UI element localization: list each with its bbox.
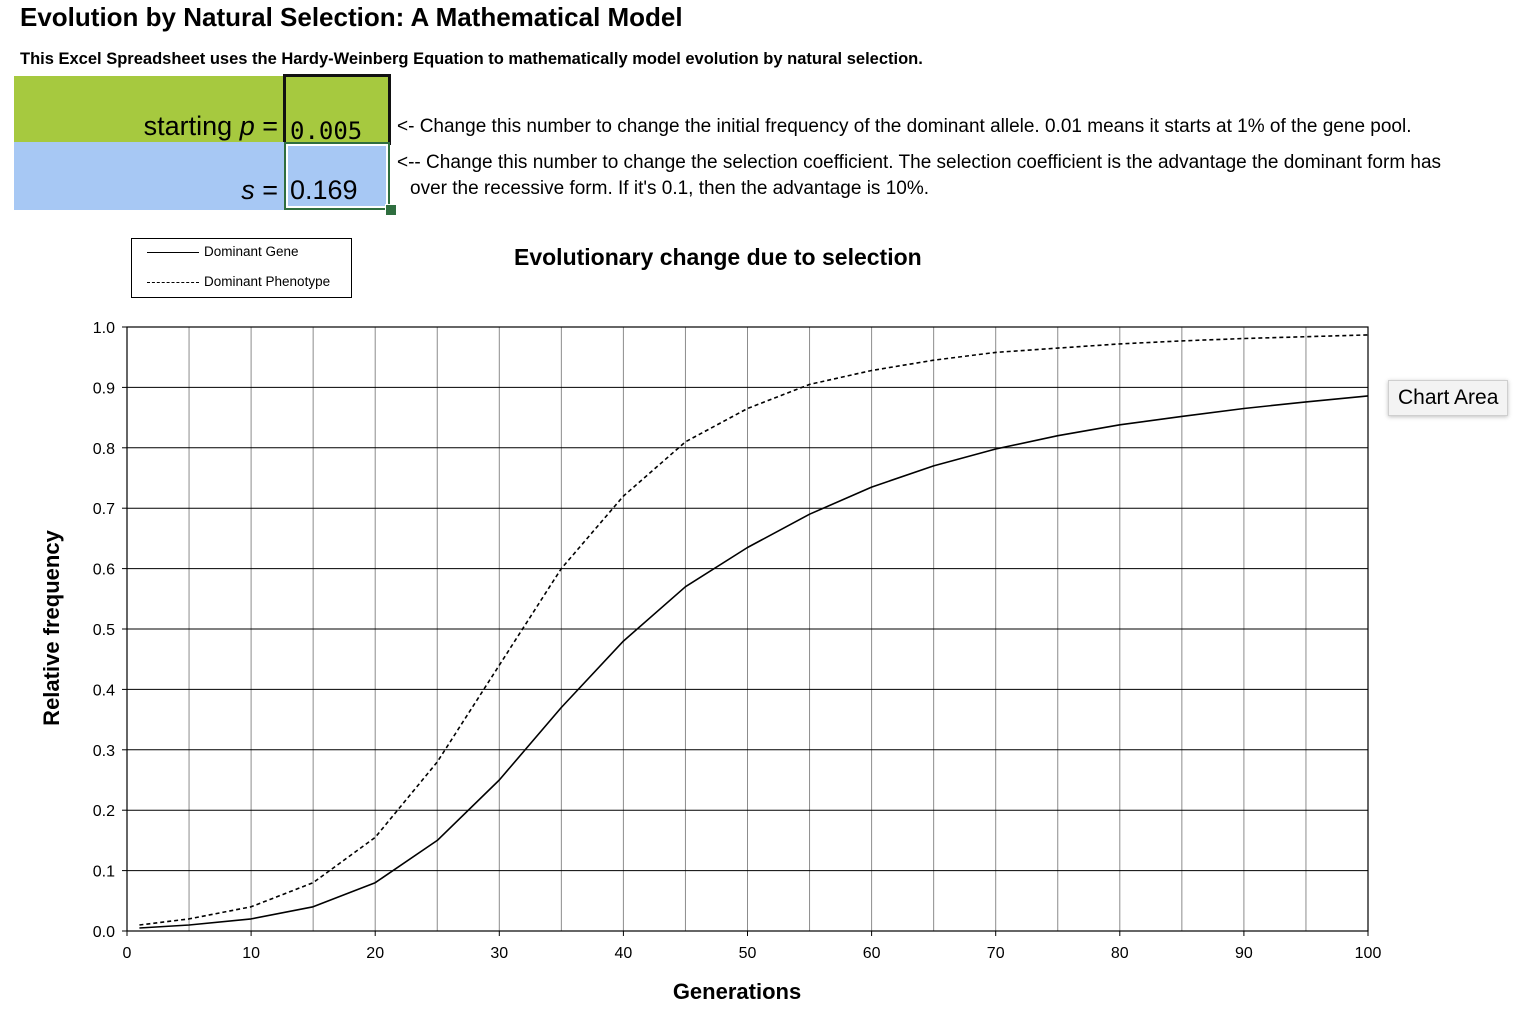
- fill-handle[interactable]: [385, 204, 397, 216]
- y-tick-label: 0.1: [93, 864, 115, 881]
- x-tick-label: 10: [242, 945, 260, 962]
- starting-p-label-cell[interactable]: starting p =: [14, 76, 284, 142]
- starting-p-input-cell[interactable]: 0.005: [283, 74, 391, 145]
- y-tick-label: 0.3: [93, 743, 115, 760]
- chart-legend[interactable]: Dominant Gene Dominant Phenotype: [131, 238, 352, 298]
- x-tick-label: 100: [1355, 945, 1382, 962]
- x-tick-label: 70: [987, 945, 1005, 962]
- y-tick-label: 0.6: [93, 562, 115, 579]
- s-instruction-note-line1: <-- Change this number to change the sel…: [397, 152, 1442, 173]
- x-tick-label: 50: [739, 945, 757, 962]
- legend-item-dominant-phenotype: Dominant Phenotype: [147, 274, 330, 289]
- y-tick-label: 0.0: [93, 924, 115, 941]
- x-tick-label: 80: [1111, 945, 1129, 962]
- chart-area-tooltip: Chart Area: [1388, 380, 1509, 416]
- x-tick-label: 60: [863, 945, 881, 962]
- y-tick-label: 0.2: [93, 803, 115, 820]
- y-axis-label: Relative frequency: [39, 530, 64, 726]
- selection-coefficient-input-cell[interactable]: 0.169: [284, 142, 390, 210]
- y-tick-label: 0.7: [93, 501, 115, 518]
- selection-coefficient-label-cell[interactable]: s =: [14, 142, 284, 210]
- y-tick-label: 0.8: [93, 441, 115, 458]
- x-tick-label: 30: [490, 945, 508, 962]
- p-instruction-note: <- Change this number to change the init…: [397, 116, 1412, 137]
- series-line-dominant-phenotype: [139, 334, 1369, 926]
- page-subtitle: This Excel Spreadsheet uses the Hardy-We…: [20, 50, 923, 68]
- x-tick-label: 40: [615, 945, 633, 962]
- x-tick-label: 90: [1235, 945, 1253, 962]
- selection-coefficient-value: 0.169: [290, 175, 358, 205]
- page-title: Evolution by Natural Selection: A Mathem…: [20, 2, 683, 32]
- legend-swatch-dashed: [147, 281, 199, 283]
- y-tick-label: 0.4: [93, 682, 115, 699]
- series-line-dominant-gene: [139, 395, 1369, 929]
- x-tick-label: 20: [366, 945, 384, 962]
- legend-swatch-solid: [147, 251, 199, 253]
- y-tick-label: 1.0: [93, 320, 115, 337]
- chart-title: Evolutionary change due to selection: [514, 244, 922, 270]
- s-instruction-note-line2: over the recessive form. If it's 0.1, th…: [410, 178, 930, 199]
- legend-item-dominant-gene: Dominant Gene: [147, 244, 299, 259]
- x-tick-label: 0: [123, 945, 132, 962]
- starting-p-value: 0.005: [290, 117, 363, 145]
- y-tick-label: 0.9: [93, 380, 115, 397]
- starting-p-label: starting p =: [143, 111, 278, 141]
- x-axis-label: Generations: [672, 979, 802, 1004]
- y-tick-label: 0.5: [93, 622, 115, 639]
- selection-coefficient-label: s =: [241, 175, 278, 205]
